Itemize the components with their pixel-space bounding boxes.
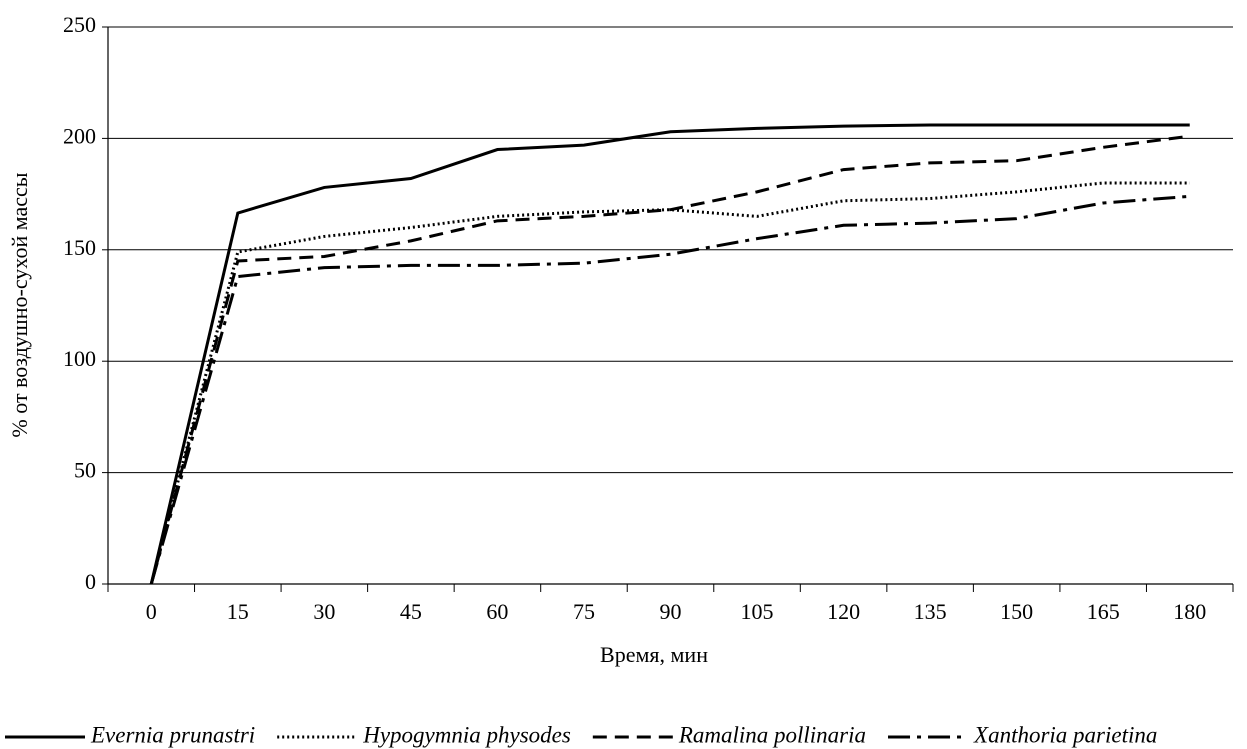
y-axis-title: % от воздушно-сухой массы	[7, 172, 32, 437]
legend-text: Xanthoria parietina	[973, 722, 1157, 747]
legend-text: Evernia prunastri	[90, 722, 255, 747]
y-tick-label: 0	[85, 569, 96, 594]
legend-text: Ramalina pollinaria	[678, 722, 866, 747]
y-tick-label: 200	[63, 123, 96, 148]
x-tick-label: 105	[741, 599, 774, 624]
x-tick-label: 0	[146, 599, 157, 624]
series-line	[149, 123, 1190, 585]
x-tick-label: 180	[1173, 599, 1206, 624]
x-tick-label: 60	[486, 599, 508, 624]
series-line	[149, 194, 1190, 585]
x-tick-label: 15	[227, 599, 249, 624]
y-tick-label: 50	[74, 458, 96, 483]
x-axis-title: Время, мин	[600, 642, 708, 667]
series-line	[149, 181, 1190, 585]
x-tick-label: 150	[1000, 599, 1033, 624]
y-tick-label: 250	[63, 12, 96, 37]
x-tick-label: 30	[313, 599, 335, 624]
y-tick-label: 100	[63, 346, 96, 371]
y-tick-label: 150	[63, 235, 96, 260]
x-tick-label: 90	[660, 599, 682, 624]
x-tick-label: 135	[914, 599, 947, 624]
x-tick-label: 75	[573, 599, 595, 624]
legend-text: Hypogymnia physodes	[362, 722, 571, 747]
series-line	[149, 134, 1190, 585]
x-tick-label: 165	[1087, 599, 1120, 624]
x-tick-label: 45	[400, 599, 422, 624]
x-tick-label: 120	[827, 599, 860, 624]
